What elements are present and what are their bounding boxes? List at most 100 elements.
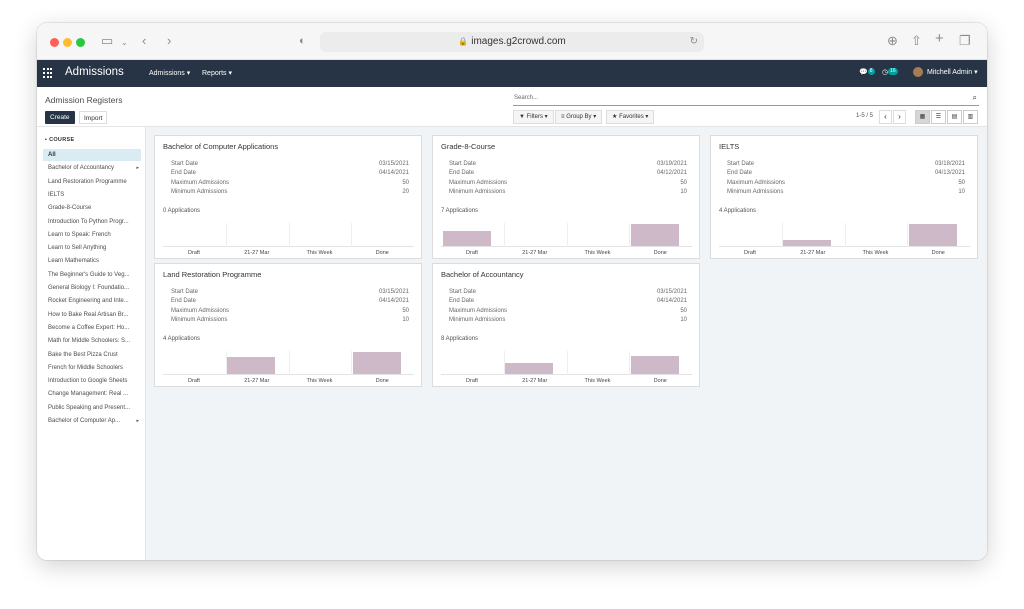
field-value: 03/18/2021	[934, 161, 965, 167]
apps-menu-icon[interactable]	[43, 68, 53, 78]
field-label: Start Date	[449, 161, 477, 167]
menu-reports[interactable]: Reports ▾	[202, 70, 232, 77]
graph-x-label: Done	[653, 250, 667, 256]
card-title[interactable]: Bachelor of Computer Applications	[163, 142, 279, 151]
sidebar-course-item[interactable]: Bachelor of Accountancy ▸	[43, 162, 141, 174]
graph-divider	[288, 351, 290, 375]
privacy-shield-icon[interactable]: ◐	[299, 35, 306, 47]
search-icon[interactable]: ⌕	[972, 93, 977, 102]
favorites-label: Favorites	[619, 114, 644, 120]
card-title[interactable]: Bachelor of Accountancy	[441, 270, 524, 279]
pager-value[interactable]: 1-5 / 5	[856, 113, 874, 119]
lock-icon: 🔒	[458, 37, 469, 46]
app-name[interactable]: Admissions	[65, 66, 124, 78]
menu-admissions[interactable]: Admissions ▾	[149, 70, 191, 77]
card-field-row: Minimum Admissions 10	[449, 189, 687, 195]
new-tab-icon[interactable]: +	[935, 30, 944, 47]
sidebar-course-item[interactable]: Learn Mathematics	[43, 255, 141, 267]
kanban-view-button[interactable]: ▦	[915, 110, 930, 124]
sidebar-course-item[interactable]: Bachelor of Computer Ap... ▸	[43, 415, 141, 427]
pager-previous-button[interactable]: ‹	[879, 110, 892, 124]
favorites-button[interactable]: ★ Favorites ▾	[606, 110, 655, 124]
sidebar-course-item[interactable]: Learn to Sell Anything	[43, 242, 141, 254]
reload-icon[interactable]: ↻	[689, 36, 698, 47]
user-menu[interactable]: Mitchell Admin ▾	[913, 67, 978, 77]
close-window-button[interactable]	[50, 38, 59, 47]
activities-button[interactable]: ◷ 16	[882, 68, 898, 76]
search-input[interactable]: Search... ⌕	[513, 93, 979, 106]
chevron-down-icon[interactable]: ⌄	[121, 38, 128, 47]
sidebar-course-item[interactable]: Bake the Best Pizza Crust	[43, 349, 141, 361]
sidebar-course-item[interactable]: General Biology I: Foundatio...	[43, 282, 141, 294]
card-field-row: End Date 04/14/2021	[171, 298, 409, 304]
sidebar-course-label: Grade-8-Course	[48, 205, 92, 212]
list-view-button[interactable]: ☰	[931, 110, 946, 124]
sidebar-course-item[interactable]: Rocket Engineering and Inte...	[43, 295, 141, 307]
sidebar-course-label: The Beginner's Guide to Veg...	[48, 271, 130, 278]
card-field-row: End Date 04/13/2021	[727, 170, 965, 176]
admission-register-card[interactable]: Bachelor of Accountancy Start Date 03/15/2…	[432, 263, 700, 387]
graph-divider	[844, 223, 846, 247]
sidebar-course-item[interactable]: Public Speaking and Present...	[43, 402, 141, 414]
graph-x-label: Done	[653, 378, 667, 384]
sidebar-course-label: Learn Mathematics	[48, 258, 100, 265]
minimize-window-button[interactable]	[63, 38, 72, 47]
sidebar-course-item[interactable]: Land Restoration Programme	[43, 176, 141, 188]
card-field-row: Minimum Admissions 10	[727, 189, 965, 195]
sidebar-course-item[interactable]: Grade-8-Course	[43, 202, 141, 214]
share-icon[interactable]: ⇧	[911, 33, 922, 48]
download-icon[interactable]: ⊕	[887, 33, 898, 48]
card-title[interactable]: Land Restoration Programme	[163, 270, 262, 279]
folder-icon: ▪	[45, 137, 48, 143]
field-value: 03/15/2021	[378, 289, 409, 295]
group-by-button[interactable]: ≡ Group By ▾	[555, 110, 603, 124]
field-label: Start Date	[727, 161, 755, 167]
sidebar-course-item[interactable]: Become a Coffee Expert: Ho...	[43, 322, 141, 334]
sidebar-course-label: Bachelor of Computer Ap...	[48, 418, 121, 424]
filters-button[interactable]: ▼ Filters ▾	[513, 110, 554, 124]
sidebar-course-item[interactable]: Learn to Speak: French	[43, 229, 141, 241]
import-button[interactable]: Import	[79, 111, 108, 124]
messages-button[interactable]: 💬 8	[859, 68, 875, 76]
back-icon[interactable]: ‹	[142, 33, 147, 48]
card-field-row: Start Date 03/18/2021	[727, 161, 965, 167]
admission-register-card[interactable]: Grade-8-Course Start Date 03/19/2021 End Da…	[432, 135, 700, 259]
sidebar-course-label: Learn to Sell Anything	[48, 245, 107, 252]
graph-x-label: 21-27 Mar	[522, 378, 548, 384]
graph-view-button[interactable]: ▥	[963, 110, 978, 124]
forward-icon[interactable]: ›	[167, 33, 172, 48]
graph-x-label: Done	[931, 250, 945, 256]
expand-caret-icon[interactable]: ▸	[136, 418, 139, 424]
sidebar-toggle-icon[interactable]: ▭	[101, 33, 114, 48]
field-value: 04/14/2021	[378, 170, 409, 176]
pager-next-button[interactable]: ›	[893, 110, 906, 124]
sidebar-course-item[interactable]: French for Middle Schoolers	[43, 362, 141, 374]
admission-register-card[interactable]: IELTS Start Date 03/18/2021 End Date 04/13/2…	[710, 135, 978, 259]
sidebar-course-item[interactable]: Introduction to Google Sheets	[43, 375, 141, 387]
admission-register-card[interactable]: Bachelor of Computer Applications Start D…	[154, 135, 422, 259]
graph-divider	[351, 351, 353, 375]
sidebar-course-item[interactable]: IELTS	[43, 189, 141, 201]
create-button[interactable]: Create	[45, 111, 75, 124]
sidebar-course-item[interactable]: Introduction To Python Progr...	[43, 216, 141, 228]
sidebar-course-item[interactable]: The Beginner's Guide to Veg...	[43, 269, 141, 281]
url-text: images.g2crowd.com	[471, 36, 566, 47]
card-field-row: Start Date 03/15/2021	[171, 161, 409, 167]
tabs-overview-icon[interactable]: ❐	[959, 33, 971, 48]
address-bar[interactable]: 🔒 images.g2crowd.com ↻	[320, 32, 704, 52]
field-label: End Date	[171, 170, 197, 176]
card-title[interactable]: Grade-8-Course	[441, 142, 496, 151]
applications-bar-graph	[163, 223, 414, 247]
calendar-view-button[interactable]: ▤	[947, 110, 962, 124]
graph-x-label: This Week	[306, 250, 333, 256]
zoom-window-button[interactable]	[76, 38, 85, 47]
sidebar-course-item[interactable]: All	[43, 149, 141, 161]
admission-register-card[interactable]: Land Restoration Programme Start Date 03/1…	[154, 263, 422, 387]
sidebar-course-item[interactable]: Change Management: Real ...	[43, 388, 141, 400]
sidebar-course-label: General Biology I: Foundatio...	[48, 285, 130, 291]
graph-x-label: Draft	[466, 378, 478, 384]
sidebar-course-item[interactable]: Math for Middle Schoolers: S...	[43, 335, 141, 347]
expand-caret-icon[interactable]: ▸	[136, 165, 139, 172]
card-title[interactable]: IELTS	[719, 142, 740, 151]
sidebar-course-item[interactable]: How to Bake Real Artisan Br...	[43, 309, 141, 321]
